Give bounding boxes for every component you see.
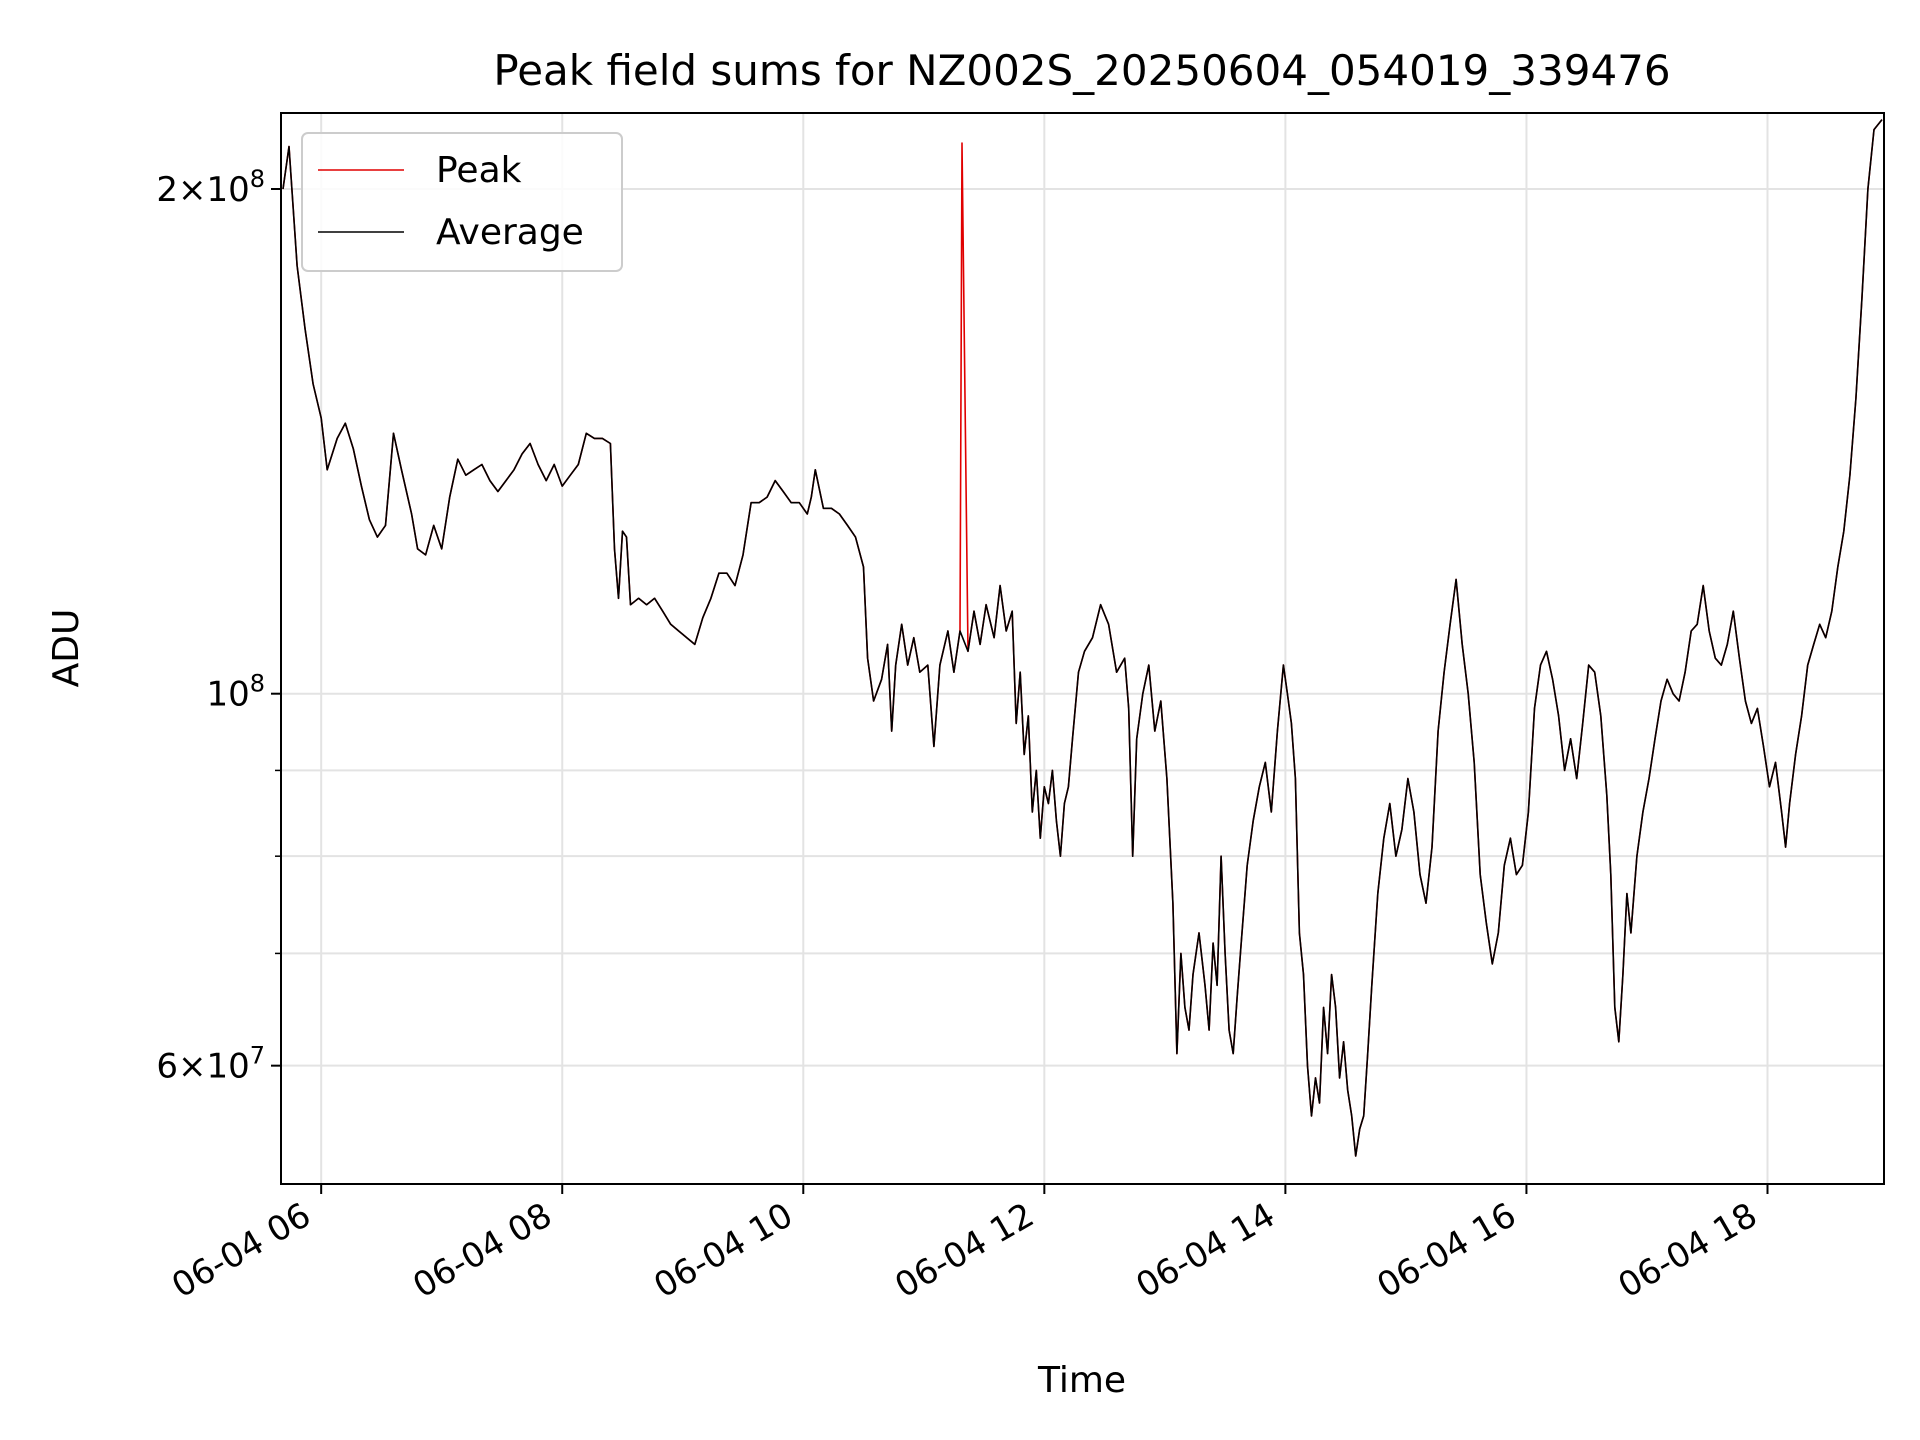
y-tick-label: 6×107 bbox=[156, 1042, 265, 1087]
legend-box bbox=[301, 132, 623, 272]
plot-frame bbox=[280, 112, 1885, 1185]
y-tick-label: 2×108 bbox=[156, 165, 265, 210]
legend-label-average: Average bbox=[436, 212, 584, 253]
grid-lines bbox=[281, 113, 1884, 1184]
series-line-average bbox=[282, 119, 1883, 1157]
series-layer bbox=[282, 119, 1883, 1157]
y-axis-label: ADU bbox=[46, 609, 87, 688]
x-axis-label: Time bbox=[1037, 1360, 1126, 1401]
legend-label-peak: Peak bbox=[436, 150, 522, 191]
legend: Peak Average bbox=[301, 132, 623, 272]
y-tick-label: 108 bbox=[206, 670, 265, 715]
chart-title: Peak field sums for NZ002S_20250604_0540… bbox=[493, 46, 1670, 95]
